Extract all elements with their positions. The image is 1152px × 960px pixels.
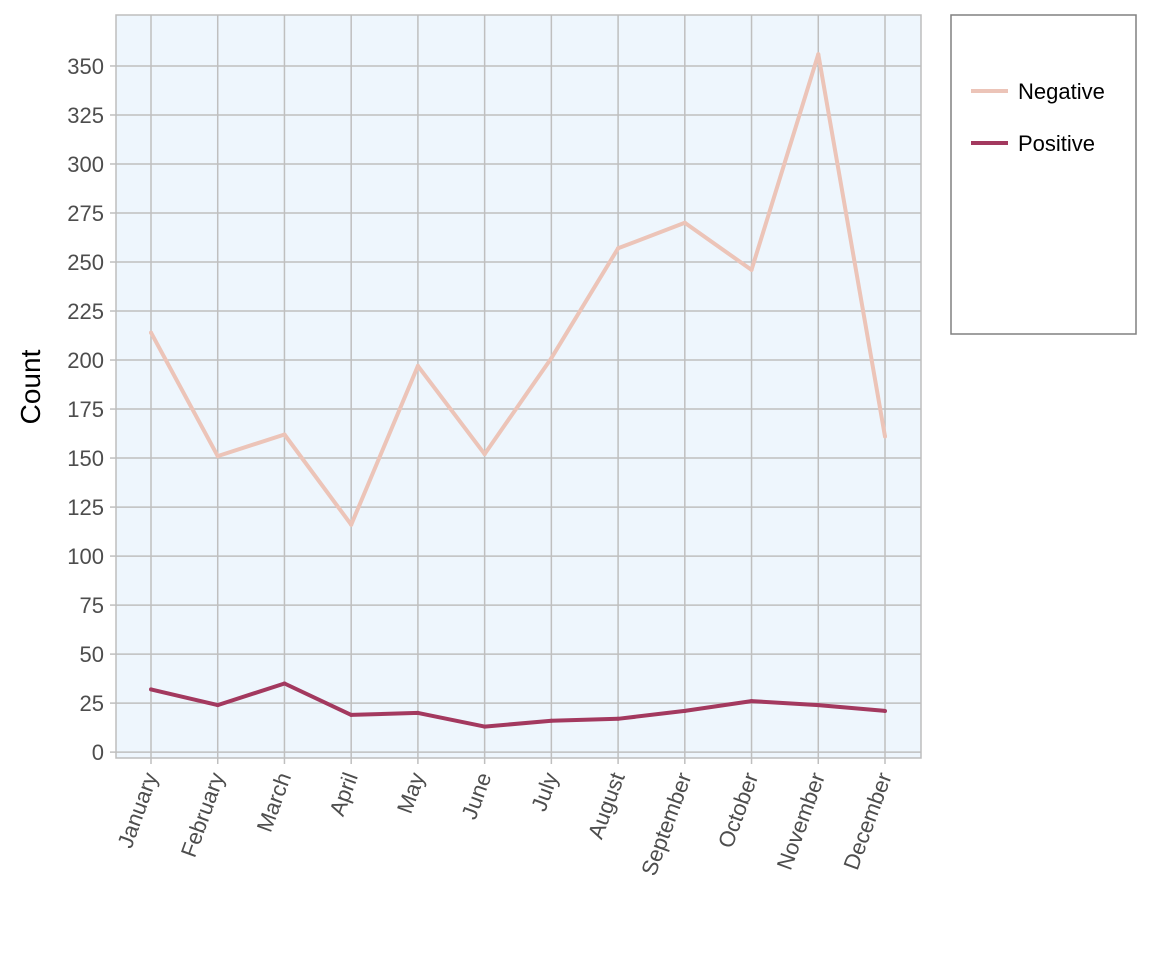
data-point-negative xyxy=(282,432,287,437)
data-point-negative xyxy=(349,522,354,527)
data-point-positive xyxy=(883,708,887,713)
data-point-positive xyxy=(549,718,554,723)
legend-label-positive: Positive xyxy=(1018,131,1095,156)
data-point-positive xyxy=(749,699,754,704)
data-point-negative xyxy=(816,52,821,57)
y-tick-label: 200 xyxy=(67,348,104,373)
data-point-positive xyxy=(415,710,420,715)
data-point-negative xyxy=(616,246,621,251)
data-point-negative xyxy=(682,220,687,225)
data-point-positive xyxy=(149,687,153,692)
data-point-positive xyxy=(482,724,487,729)
data-point-negative xyxy=(149,330,153,335)
x-tick-label: February xyxy=(176,769,230,860)
y-tick-label: 225 xyxy=(67,299,104,324)
x-tick-label: September xyxy=(636,769,696,879)
y-axis: 0 25 50 75 100 125 150 175 200 225 250 275 300 325 350 xyxy=(67,54,116,765)
data-point-positive xyxy=(616,716,621,721)
data-point-negative xyxy=(883,434,887,439)
series-line-negative xyxy=(149,52,887,527)
legend-label-negative: Negative xyxy=(1018,79,1105,104)
data-point-negative xyxy=(482,452,487,457)
y-tick-label: 325 xyxy=(67,103,104,128)
y-tick-label: 125 xyxy=(67,495,104,520)
y-tick-label: 300 xyxy=(67,152,104,177)
plot-border xyxy=(115,14,922,759)
data-point-positive xyxy=(215,703,220,708)
series-lines xyxy=(149,52,887,729)
y-tick-label: 0 xyxy=(92,740,104,765)
x-tick-label: July xyxy=(526,769,563,814)
y-tick-label: 150 xyxy=(67,446,104,471)
y-axis-title: Count xyxy=(15,349,46,424)
grid-lines xyxy=(116,15,921,758)
x-tick-label: April xyxy=(324,769,363,819)
y-tick-label: 275 xyxy=(67,201,104,226)
y-tick-label: 100 xyxy=(67,544,104,569)
data-point-negative xyxy=(749,267,754,272)
data-point-positive xyxy=(349,712,354,717)
x-axis: January February March April May June July Augu… xyxy=(112,758,897,879)
legend-box xyxy=(950,14,1137,335)
x-tick-label: December xyxy=(838,769,896,873)
y-tick-label: 75 xyxy=(80,593,104,618)
legend: Negative Positive xyxy=(950,14,1137,335)
x-tick-label: October xyxy=(713,769,763,851)
x-tick-label: March xyxy=(252,769,296,835)
x-tick-label: January xyxy=(112,769,162,851)
y-tick-label: 250 xyxy=(67,250,104,275)
data-point-negative xyxy=(215,454,220,459)
x-tick-label: May xyxy=(392,769,430,817)
y-tick-label: 50 xyxy=(80,642,104,667)
x-tick-label: November xyxy=(772,769,830,873)
data-point-negative xyxy=(549,356,554,361)
y-tick-label: 25 xyxy=(80,691,104,716)
y-tick-label: 350 xyxy=(67,54,104,79)
data-point-positive xyxy=(282,681,287,686)
data-point-negative xyxy=(415,363,420,368)
data-point-positive xyxy=(682,708,687,713)
x-tick-label: August xyxy=(583,769,630,842)
series-line-positive xyxy=(150,681,886,729)
y-tick-label: 175 xyxy=(67,397,104,422)
x-tick-label: June xyxy=(457,769,497,822)
data-point-positive xyxy=(816,703,821,708)
plot-background xyxy=(116,15,921,758)
